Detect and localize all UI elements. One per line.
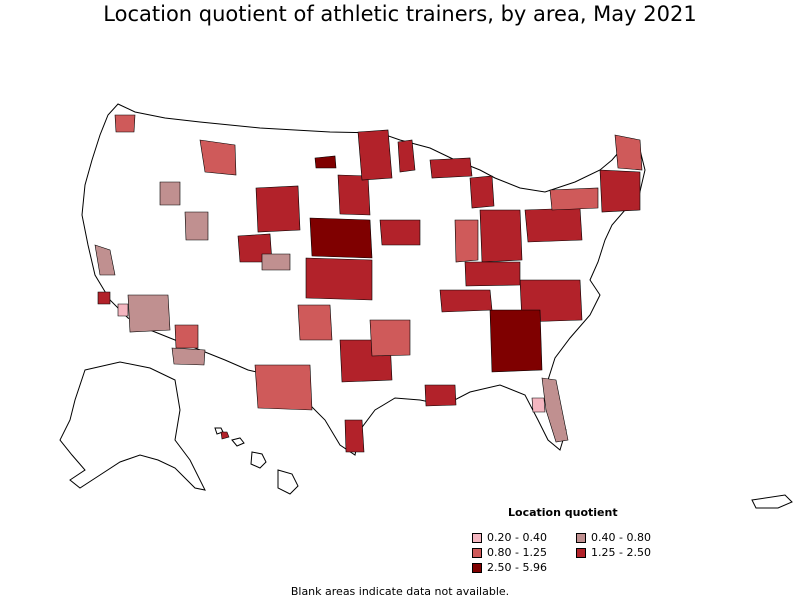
legend-swatch-4 — [472, 562, 482, 573]
area-tennessee — [439, 289, 493, 313]
area-wisconsin — [397, 139, 416, 173]
area-nd-small — [314, 155, 337, 169]
legend-swatch-1 — [576, 532, 586, 543]
area-dakota — [337, 174, 371, 216]
legend-label-3: 1.25 - 2.50 — [591, 546, 651, 559]
area-louisiana — [424, 384, 457, 407]
area-washington — [114, 114, 136, 133]
area-hawaii-oahu — [220, 431, 230, 440]
legend-swatch-0 — [472, 532, 482, 543]
area-michigan-n — [429, 157, 473, 179]
area-florida-light — [531, 397, 546, 413]
area-nm — [174, 324, 199, 349]
area-nebraska — [309, 217, 373, 259]
area-iowa — [379, 219, 421, 246]
legend-item-3: 1.25 - 2.50 — [576, 546, 651, 559]
area-wyoming-ne — [255, 185, 301, 233]
area-newengland — [599, 169, 641, 213]
area-michigan-s — [469, 175, 495, 209]
area-ca-south — [97, 291, 111, 305]
area-idaho — [159, 181, 181, 206]
area-kansas — [305, 257, 373, 301]
footnote: Blank areas indicate data not available. — [290, 585, 510, 598]
legend-label-1: 0.40 - 0.80 — [591, 531, 651, 544]
legend-item-1: 0.40 - 0.80 — [576, 531, 651, 544]
legend-item-4: 2.50 - 5.96 — [472, 561, 547, 574]
area-arkansas — [369, 319, 411, 357]
area-arizona — [127, 294, 171, 333]
puerto-rico-shape — [751, 494, 793, 509]
area-florida — [541, 377, 569, 443]
area-fills — [94, 114, 643, 453]
legend-item-0: 0.20 - 0.40 — [472, 531, 547, 544]
legend-label-4: 2.50 - 5.96 — [487, 561, 547, 574]
area-utah — [184, 211, 209, 241]
area-oklahoma — [297, 304, 333, 341]
area-montana — [199, 139, 237, 176]
area-indiana — [454, 219, 479, 263]
area-minnesota — [357, 129, 393, 181]
area-ny — [549, 187, 599, 211]
legend-swatch-3 — [576, 547, 586, 558]
legend-label-2: 0.80 - 1.25 — [487, 546, 547, 559]
area-ca-light — [117, 303, 129, 317]
hawaii-islands — [214, 427, 299, 495]
area-kentucky — [464, 261, 521, 287]
area-maine — [614, 134, 643, 171]
legend-label-0: 0.20 - 0.40 — [487, 531, 547, 544]
area-california — [94, 244, 116, 276]
area-ohio — [479, 209, 523, 263]
area-colorado-w — [261, 253, 291, 271]
area-pa — [524, 207, 583, 243]
map-title: Location quotient of athletic trainers, … — [103, 2, 697, 26]
area-georgia-dark — [489, 309, 543, 373]
alaska-shape — [59, 361, 206, 491]
area-texas-w — [254, 364, 313, 411]
area-texas-coast — [344, 419, 365, 453]
legend-item-2: 0.80 - 1.25 — [472, 546, 547, 559]
legend-swatch-2 — [472, 547, 482, 558]
legend-title: Location quotient — [508, 506, 618, 519]
area-az-south — [171, 347, 206, 366]
